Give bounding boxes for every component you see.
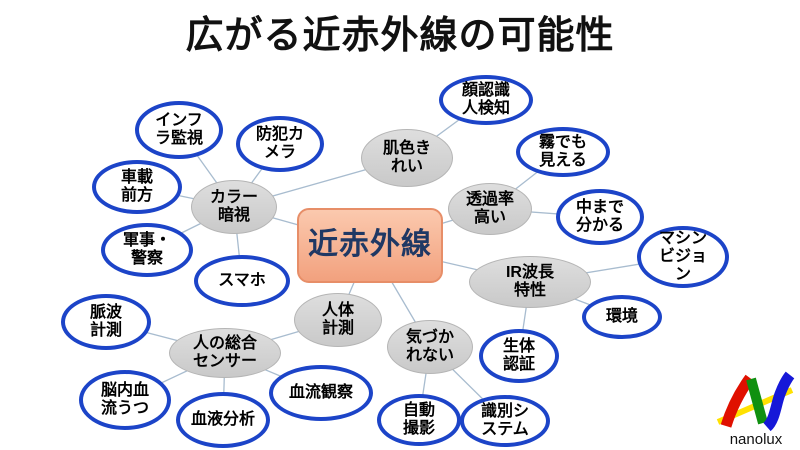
node-label-line: 識別シ: [480, 403, 529, 421]
node-label-line: 防犯カ: [255, 126, 304, 144]
node-label-line: 顔認識: [461, 82, 510, 100]
node-label-line: 中まで: [575, 199, 624, 217]
node-body: 人体 計測: [294, 293, 382, 347]
node-label-line: 高い: [473, 209, 506, 226]
nanolux-logo: nanolux: [712, 370, 800, 448]
node-unnoticed: 気づか れない: [387, 320, 473, 374]
nanolux-logo-text: nanolux: [729, 431, 783, 448]
node-label-line: ステム: [481, 421, 529, 438]
node-label-line: スマホ: [218, 272, 266, 290]
node-label-line: ン: [674, 265, 691, 283]
node-fog: 霧でも 見える: [516, 127, 610, 177]
node-security-cam: 防犯カ メラ: [236, 116, 324, 172]
node-label-line: 特性: [513, 282, 546, 299]
node-environment: 環境: [582, 295, 662, 339]
node-label-line: 人の総合: [192, 335, 257, 353]
node-label-line: 人体: [321, 302, 354, 320]
node-label-line: 霧でも: [538, 134, 587, 152]
node-id-system: 識別シ ステム: [460, 395, 550, 447]
node-auto-shoot: 自動 撮影: [377, 394, 461, 446]
node-label-line: 流うつ: [100, 400, 149, 417]
node-transmit: 透過率 高い: [448, 183, 532, 235]
node-blood-analysis: 血液分析: [176, 392, 270, 448]
node-label-line: 警察: [130, 250, 163, 267]
node-infra: インフ ラ監視: [135, 101, 223, 159]
node-label-line: 認証: [502, 356, 535, 373]
node-label-line: インフ: [155, 112, 203, 130]
node-biometric: 生体 認証: [479, 329, 559, 383]
node-label-line: 軍事・: [122, 232, 171, 250]
node-brain: 脳内血 流うつ: [79, 370, 171, 430]
node-label-line: IR波長: [505, 264, 554, 282]
nanolux-logo-icon: [716, 371, 795, 432]
node-label-line: センサー: [192, 353, 257, 370]
node-label-line: 計測: [321, 320, 354, 337]
node-center: 近赤外線: [297, 207, 443, 283]
node-label-line: 自動: [402, 402, 435, 420]
node-military: 軍事・ 警察: [101, 223, 193, 277]
node-label-line: れい: [390, 158, 423, 175]
node-label-line: メラ: [263, 144, 296, 161]
node-label-line: 肌色き: [382, 140, 431, 158]
node-label-line: 前方: [120, 187, 153, 204]
node-label-line: 血流観察: [288, 384, 353, 402]
node-label-line: れない: [405, 347, 454, 364]
node-machine-vision: マシン ビジョン: [637, 226, 729, 288]
node-label-line: 計測: [89, 322, 122, 339]
node-vehicle: 車載 前方: [92, 160, 182, 214]
node-label-line: 暗視: [217, 207, 250, 224]
node-smartphone: スマホ: [194, 255, 290, 307]
node-label-line: 脳内血: [100, 382, 149, 400]
node-skin: 肌色き れい: [361, 129, 453, 187]
node-label-line: 分かる: [575, 217, 624, 234]
node-ir: IR波長 特性: [469, 256, 591, 308]
node-label-line: 生体: [502, 338, 535, 356]
node-label-line: カラー: [209, 189, 258, 207]
node-label-line: 近赤外線: [308, 228, 432, 262]
node-blood-flow: 血流観察: [269, 365, 373, 421]
node-label-line: 気づか: [405, 329, 454, 347]
node-inside: 中まで 分かる: [556, 189, 644, 245]
node-label-line: ビジョ: [658, 248, 707, 266]
node-face: 顔認識 人検知: [439, 75, 533, 125]
node-label-line: 見える: [539, 152, 587, 169]
node-label-line: 血液分析: [190, 411, 255, 429]
node-label-line: 透過率: [465, 191, 514, 209]
node-color-night: カラー 暗視: [191, 180, 277, 234]
node-label-line: 脈波: [89, 304, 122, 322]
node-label-line: 環境: [605, 308, 638, 326]
node-label-line: 車載: [120, 169, 153, 187]
page-title: 広がる近赤外線の可能性: [185, 15, 615, 57]
node-sensor: 人の総合 センサー: [169, 328, 281, 378]
node-pulse: 脈波 計測: [61, 294, 151, 350]
node-label-line: 撮影: [402, 420, 435, 437]
node-label-line: 人検知: [461, 100, 510, 117]
node-label-line: ラ監視: [154, 130, 203, 147]
node-label-line: マシン: [658, 230, 707, 248]
